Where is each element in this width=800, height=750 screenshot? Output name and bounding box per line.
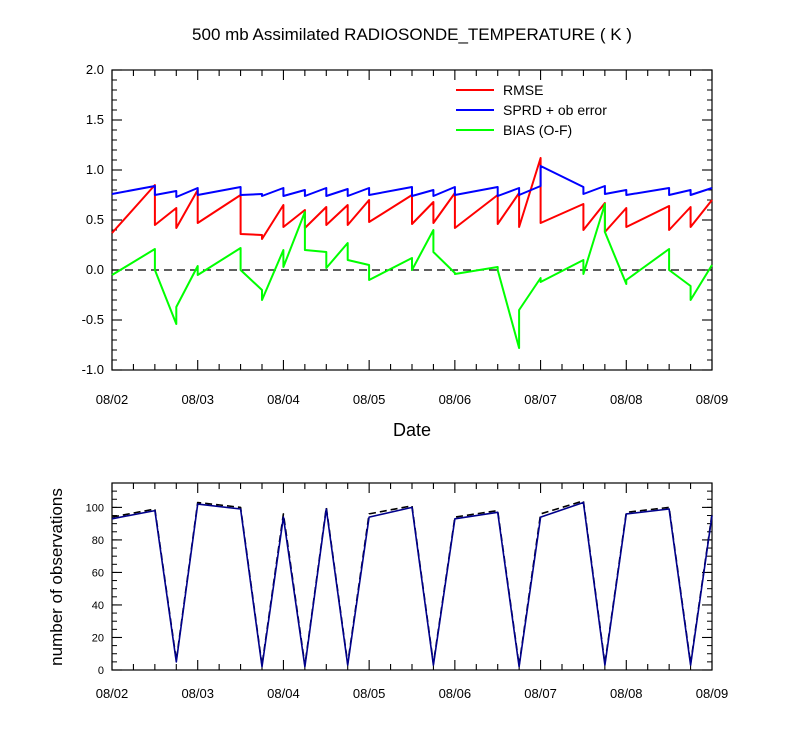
series-line-obs-0 [111, 500, 713, 666]
x-tick-label: 08/09 [696, 686, 729, 701]
x-tick-label: 08/03 [181, 392, 214, 407]
x-tick-label: 08/07 [524, 686, 557, 701]
x-tick-label: 08/06 [439, 686, 472, 701]
y-tick-label: -0.5 [82, 312, 104, 327]
y-axis-label-observations: number of observations [47, 488, 66, 666]
y-tick-label: 1.0 [86, 162, 104, 177]
y-tick-label: 0.0 [86, 262, 104, 277]
x-tick-label: 08/05 [353, 392, 386, 407]
chart-title: 500 mb Assimilated RADIOSONDE_TEMPERATUR… [192, 25, 632, 44]
legend: RMSE SPRD + ob error BIAS (O-F) [456, 82, 607, 138]
y-tick-label: 80 [92, 535, 104, 547]
y-tick-label: 20 [92, 632, 104, 644]
y-tick-label: 40 [92, 600, 104, 612]
bottom-series-group [111, 500, 713, 668]
y-tick-label: 60 [92, 567, 104, 579]
x-tick-label: 08/04 [267, 392, 300, 407]
x-tick-label: 08/02 [96, 686, 129, 701]
x-tick-label: 08/04 [267, 686, 300, 701]
x-tick-label: 08/06 [439, 392, 472, 407]
series-line-rmse [111, 157, 713, 240]
y-tick-label: 2.0 [86, 62, 104, 77]
x-tick-label: 08/07 [524, 392, 557, 407]
x-tick-label: 08/03 [181, 686, 214, 701]
y-tick-label: -1.0 [82, 362, 104, 377]
top-series-group [111, 157, 713, 349]
y-tick-label: 0 [98, 665, 104, 677]
top-y-tick-labels: 2.0 1.5 1.0 0.5 0.0 -0.5 -1.0 [82, 62, 104, 377]
legend-label: RMSE [503, 82, 543, 98]
y-tick-label: 100 [86, 502, 104, 514]
x-tick-label: 08/05 [353, 686, 386, 701]
x-tick-label: 08/08 [610, 686, 643, 701]
bottom-y-tick-labels: 0 20 40 60 80 100 [86, 502, 104, 677]
series-line-sprd-ob-error [111, 165, 713, 198]
top-panel: 2.01.51.00.50.0-0.5-1.0 08/02 08/03 08/04 0… [82, 62, 729, 407]
series-line-bias-o-f [111, 203, 713, 349]
y-tick-label: 1.5 [86, 112, 104, 127]
bottom-axis-ticks [111, 482, 713, 671]
top-x-tick-labels: 08/02 08/03 08/04 08/05 08/06 08/07 08/08 08/09 [96, 392, 729, 407]
legend-label: SPRD + ob error [503, 102, 607, 118]
top-axis-ticks [111, 69, 713, 371]
x-tick-label: 08/02 [96, 392, 129, 407]
bottom-x-tick-labels: 08/02 08/03 08/04 08/05 08/06 08/07 08/08 08/09 [96, 686, 729, 701]
y-tick-label: 0.5 [86, 212, 104, 227]
x-tick-label: 08/09 [696, 392, 729, 407]
legend-label: BIAS (O-F) [503, 122, 572, 138]
x-tick-label: 08/08 [610, 392, 643, 407]
x-axis-label: Date [393, 420, 431, 440]
series-line-obs-1 [111, 501, 713, 668]
